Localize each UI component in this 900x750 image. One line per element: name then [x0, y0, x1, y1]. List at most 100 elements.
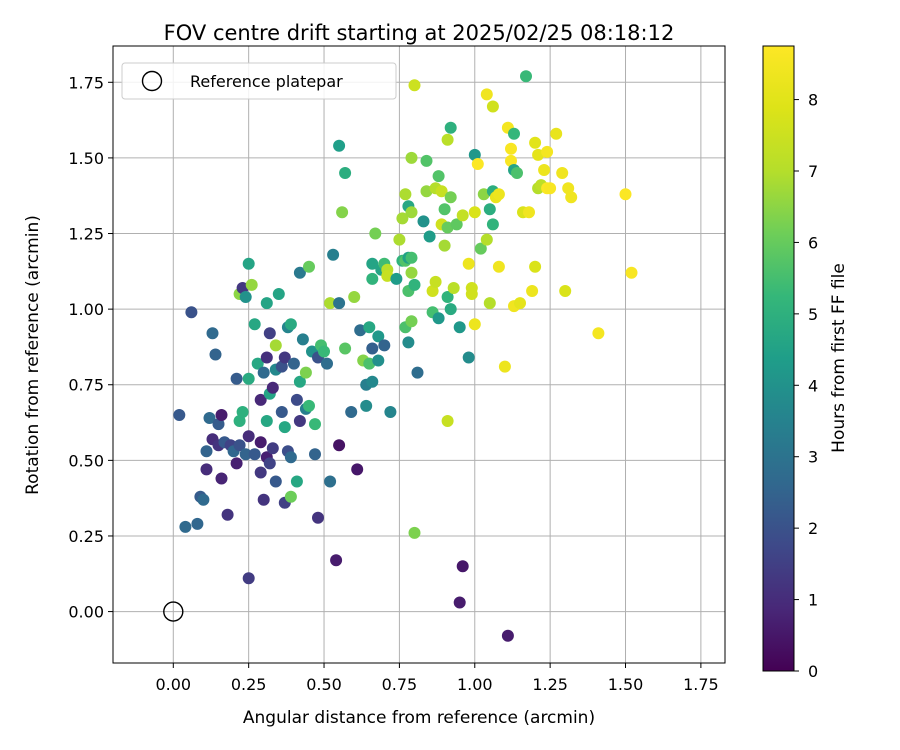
data-point — [514, 297, 526, 310]
data-point — [366, 272, 379, 285]
data-point — [483, 203, 496, 216]
x-tick-label: 0.75 — [382, 675, 418, 694]
data-point — [483, 297, 496, 310]
data-point — [354, 324, 367, 337]
data-point — [272, 288, 285, 300]
data-point — [360, 399, 373, 412]
data-point — [396, 212, 409, 225]
data-point — [348, 291, 361, 303]
data-point — [260, 297, 273, 310]
data-point — [263, 327, 276, 340]
y-tick-label: 0.00 — [68, 603, 104, 622]
data-point — [239, 291, 252, 303]
data-point — [501, 629, 514, 642]
data-point — [278, 421, 291, 434]
data-point — [411, 366, 424, 379]
data-point — [215, 472, 228, 485]
data-point — [254, 436, 267, 449]
data-point — [384, 406, 397, 418]
x-tick-label: 0.00 — [155, 675, 191, 694]
data-point — [405, 206, 418, 219]
data-point — [498, 360, 511, 373]
data-point — [486, 218, 499, 231]
data-point — [324, 475, 337, 488]
data-point — [565, 191, 578, 204]
data-point — [468, 318, 481, 331]
colorbar-tick-label: 7 — [808, 162, 818, 181]
data-point — [444, 303, 457, 316]
data-point — [260, 351, 273, 364]
data-point — [299, 366, 312, 379]
data-point — [242, 572, 255, 585]
data-point — [366, 375, 379, 388]
data-point — [254, 393, 267, 406]
data-point — [345, 406, 358, 418]
colorbar-tick-label: 4 — [808, 376, 818, 395]
axis-ticks: 0.00 0.25 0.50 0.75 1.00 1.25 1.50 1.75 0.00 0.25… — [68, 73, 718, 694]
data-point — [339, 342, 352, 355]
chart-title: FOV centre drift starting at 2025/02/25 … — [164, 21, 675, 45]
data-point — [559, 285, 572, 297]
data-point — [303, 399, 315, 412]
data-point — [450, 218, 463, 231]
data-point — [438, 203, 451, 216]
data-point — [399, 188, 412, 201]
data-point — [550, 127, 563, 140]
colorbar-tick-label: 5 — [808, 305, 818, 324]
legend: Reference platepar — [121, 62, 397, 100]
data-point — [263, 457, 276, 470]
data-point — [486, 100, 499, 113]
data-point — [290, 475, 303, 488]
data-point — [269, 339, 282, 352]
data-point — [526, 285, 539, 297]
colorbar-tick-label: 8 — [808, 91, 818, 110]
data-point — [435, 185, 448, 198]
data-point — [444, 191, 457, 204]
legend-marker-icon — [141, 70, 163, 92]
data-point — [290, 393, 303, 406]
data-point — [173, 409, 186, 421]
data-point — [432, 170, 445, 183]
data-point — [257, 366, 270, 379]
data-point — [462, 257, 475, 270]
data-point — [405, 315, 418, 328]
data-point — [197, 493, 210, 506]
data-point — [441, 415, 454, 427]
data-point — [303, 260, 315, 273]
data-point — [275, 406, 288, 418]
data-point — [408, 278, 421, 291]
data-point — [465, 282, 478, 294]
data-point — [462, 351, 475, 364]
data-point — [221, 508, 234, 521]
data-point — [372, 354, 385, 367]
data-point — [592, 327, 605, 340]
data-point — [378, 339, 391, 352]
data-point — [236, 282, 249, 294]
x-tick-label: 1.50 — [608, 675, 644, 694]
y-tick-label: 0.50 — [68, 451, 104, 470]
data-point — [492, 260, 505, 273]
data-point — [278, 351, 291, 364]
x-tick-label: 0.50 — [306, 675, 342, 694]
data-point — [321, 357, 333, 370]
data-point — [339, 167, 352, 179]
colorbar-gradient — [762, 45, 795, 672]
data-point — [508, 127, 520, 140]
data-point — [474, 242, 487, 255]
data-point — [287, 357, 300, 370]
data-point — [505, 142, 517, 155]
data-point — [209, 348, 222, 361]
data-point — [456, 209, 469, 222]
data-point — [529, 260, 542, 273]
data-point — [260, 415, 273, 427]
data-point — [423, 230, 436, 243]
data-point — [242, 257, 255, 270]
data-point — [248, 318, 261, 331]
x-tick-label: 1.25 — [532, 675, 568, 694]
data-point — [327, 248, 340, 261]
data-point — [366, 257, 379, 270]
data-point — [505, 154, 517, 167]
data-point — [293, 415, 306, 427]
data-point — [275, 360, 288, 373]
colorbar-tick-label: 1 — [808, 591, 818, 610]
